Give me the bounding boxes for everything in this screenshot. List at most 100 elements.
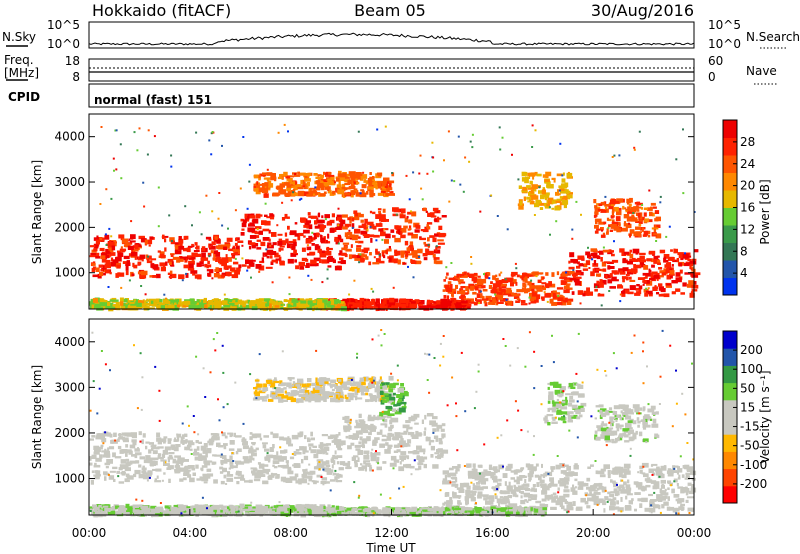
data-cell	[600, 469, 604, 474]
data-cell	[187, 474, 192, 478]
data-cell	[385, 185, 392, 189]
data-cell	[128, 238, 131, 241]
data-cell	[191, 256, 196, 260]
data-cell	[226, 477, 234, 482]
data-cell	[266, 168, 269, 171]
data-cell	[192, 272, 196, 276]
data-cell	[152, 275, 157, 278]
data-cell	[360, 213, 364, 218]
data-cell	[269, 216, 275, 220]
data-cell	[316, 186, 321, 191]
data-cell	[575, 270, 582, 275]
data-cell	[150, 263, 155, 268]
data-cell	[263, 193, 269, 198]
data-cell	[297, 171, 300, 175]
data-cell	[594, 211, 599, 215]
data-cell	[346, 380, 352, 386]
data-cell	[421, 507, 428, 510]
data-cell	[300, 179, 303, 185]
data-cell	[612, 219, 615, 224]
data-cell	[510, 477, 515, 480]
data-cell	[343, 425, 348, 430]
data-cell	[649, 499, 657, 502]
data-cell	[320, 180, 328, 186]
data-cell	[217, 299, 221, 302]
data-cell	[545, 174, 549, 179]
data-cell	[335, 479, 339, 483]
cpid-label: CPID	[8, 90, 40, 104]
power-panel-background	[89, 114, 694, 309]
data-cell	[594, 486, 598, 489]
data-cell	[572, 269, 575, 272]
data-cell	[196, 262, 202, 267]
data-cell	[635, 483, 643, 488]
data-cell	[113, 169, 115, 172]
data-cell	[249, 215, 256, 219]
data-cell	[501, 286, 507, 289]
data-cell	[470, 300, 474, 303]
data-cell	[457, 135, 460, 138]
data-cell	[306, 246, 312, 251]
data-cell	[342, 462, 350, 466]
data-cell	[348, 254, 352, 260]
data-cell	[407, 265, 409, 268]
data-cell	[195, 131, 198, 134]
data-cell	[367, 301, 374, 306]
data-cell	[393, 305, 399, 310]
data-cell	[570, 258, 576, 263]
data-cell	[434, 422, 438, 426]
noise-right-tick-top: 10^5	[708, 18, 741, 32]
data-cell	[678, 262, 683, 267]
data-cell	[488, 471, 496, 476]
data-cell	[355, 397, 358, 401]
data-cell	[410, 210, 412, 213]
data-cell	[338, 395, 343, 401]
data-cell	[682, 488, 690, 493]
data-cell	[435, 245, 438, 248]
data-cell	[273, 173, 276, 177]
data-cell	[403, 225, 408, 229]
data-cell	[397, 259, 401, 263]
data-cell	[172, 460, 178, 464]
data-cell	[508, 481, 511, 487]
data-cell	[327, 189, 332, 194]
data-cell	[663, 268, 669, 271]
data-cell	[265, 248, 268, 251]
data-cell	[385, 233, 391, 239]
data-cell	[346, 507, 353, 511]
data-cell	[476, 299, 482, 304]
data-cell	[376, 431, 383, 435]
data-cell	[170, 253, 175, 256]
data-cell	[389, 191, 394, 195]
data-cell	[306, 383, 312, 386]
data-cell	[332, 472, 336, 476]
data-cell	[255, 447, 259, 451]
data-cell	[286, 382, 292, 388]
data-cell	[95, 470, 101, 475]
data-cell	[244, 216, 250, 220]
data-cell	[213, 252, 221, 257]
data-cell	[104, 263, 111, 269]
data-cell	[147, 458, 151, 463]
data-cell	[355, 302, 363, 306]
data-cell	[334, 441, 337, 445]
data-cell	[146, 256, 152, 260]
data-cell	[424, 414, 427, 420]
data-cell	[208, 460, 213, 463]
data-cell	[470, 497, 476, 502]
colorbar-tick-label: 16	[740, 201, 755, 215]
data-cell	[126, 260, 130, 264]
data-cell	[134, 255, 137, 260]
data-cell	[393, 444, 399, 448]
data-cell	[441, 434, 445, 439]
data-cell	[328, 306, 334, 309]
data-cell	[607, 251, 613, 255]
data-cell	[386, 508, 392, 513]
data-cell	[448, 277, 456, 281]
data-cell	[360, 393, 366, 396]
data-cell	[569, 277, 577, 281]
data-cell	[366, 225, 369, 228]
data-cell	[309, 397, 313, 400]
data-cell	[377, 260, 385, 264]
data-cell	[361, 440, 365, 445]
